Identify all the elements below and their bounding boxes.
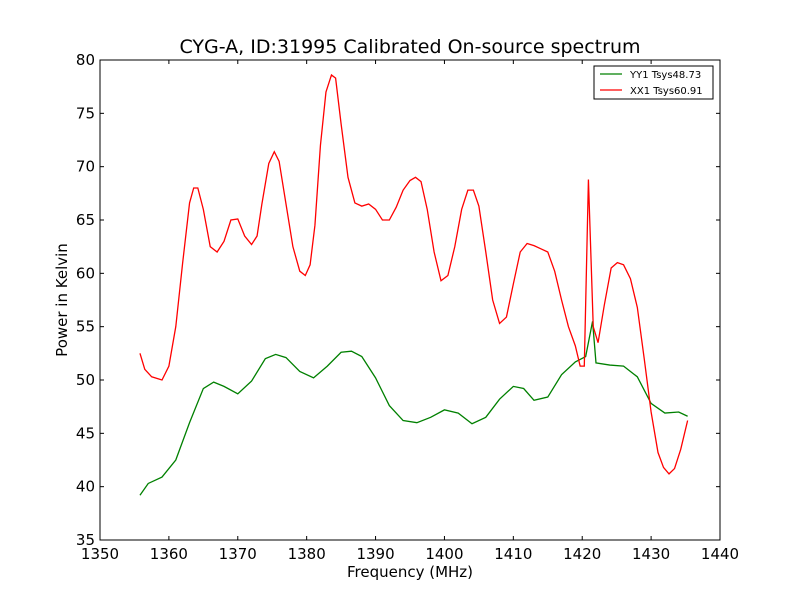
x-tick-label: 1400 xyxy=(425,545,463,563)
y-tick-label: 60 xyxy=(76,264,95,282)
legend-box xyxy=(593,65,714,100)
x-tick-label: 1440 xyxy=(701,545,739,563)
series-line-1 xyxy=(139,73,689,475)
series-line-0 xyxy=(139,321,688,496)
y-tick-label: 65 xyxy=(76,211,95,229)
legend-label-1: XX1 Tsys60.91 xyxy=(630,86,703,97)
y-tick-label: 45 xyxy=(76,424,95,442)
y-tick-label: 50 xyxy=(76,371,95,389)
y-tick-label: 80 xyxy=(76,51,95,69)
y-tick-label: 75 xyxy=(76,104,95,122)
y-tick-label: 35 xyxy=(76,531,95,549)
x-tick-label: 1350 xyxy=(81,545,119,563)
y-tick-label: 70 xyxy=(76,158,95,176)
plot-frame xyxy=(99,59,721,541)
x-tick-label: 1420 xyxy=(563,545,601,563)
legend: YY1 Tsys48.73 XX1 Tsys60.91 xyxy=(593,65,714,100)
x-tick-label: 1430 xyxy=(632,545,670,563)
y-axis-label: Power in Kelvin xyxy=(53,243,71,357)
x-tick-label: 1380 xyxy=(288,545,326,563)
y-axis: 35 40 45 50 55 60 65 70 75 80 xyxy=(76,51,720,549)
x-tick-label: 1360 xyxy=(150,545,188,563)
x-tick-label: 1410 xyxy=(494,545,532,563)
chart-title: CYG-A, ID:31995 Calibrated On-source spe… xyxy=(179,36,640,58)
x-tick-label: 1390 xyxy=(356,545,394,563)
y-tick-label: 55 xyxy=(76,318,95,336)
legend-label-0: YY1 Tsys48.73 xyxy=(629,70,701,81)
y-tick-label: 40 xyxy=(76,478,95,496)
x-tick-label: 1370 xyxy=(219,545,257,563)
x-axis: 1350 1360 1370 1380 1390 1400 1410 1420 1430 1440 xyxy=(81,60,739,563)
x-axis-label: Frequency (MHz) xyxy=(347,563,473,581)
